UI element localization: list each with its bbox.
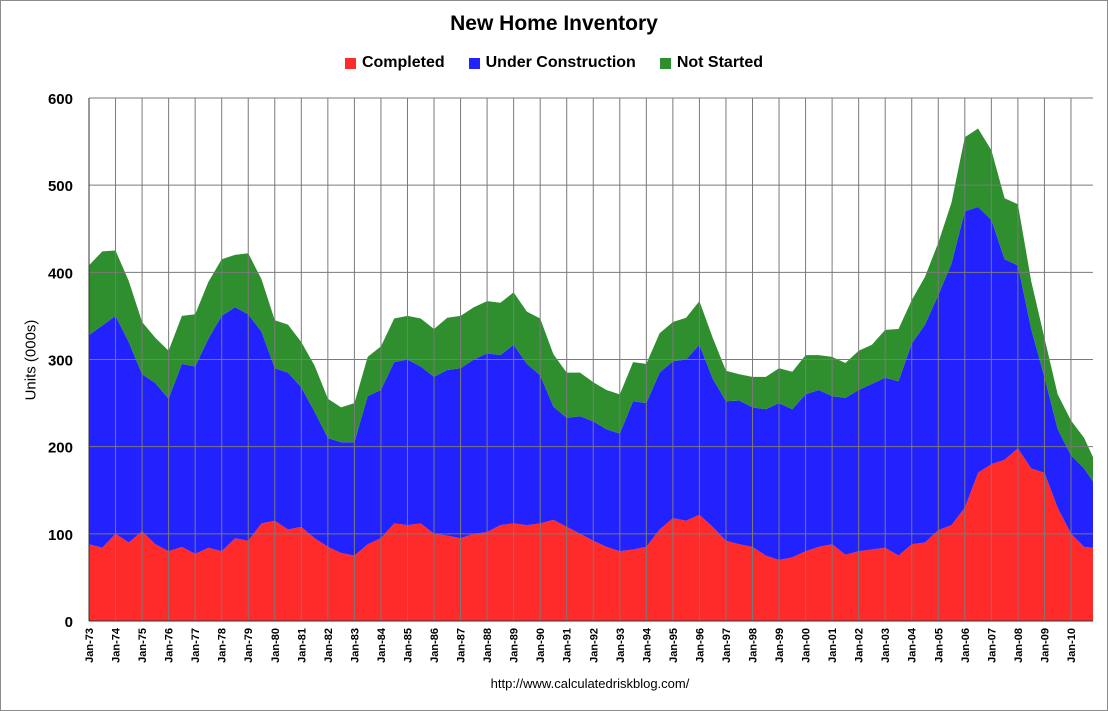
legend-swatch-not-started — [659, 57, 671, 69]
legend-label-not-started: Not Started — [676, 54, 764, 71]
x-tick-label: Jan-91 — [562, 628, 574, 663]
x-tick-label: Jan-83 — [349, 628, 361, 663]
legend-swatch-completed — [344, 57, 356, 69]
x-tick-label: Jan-01 — [827, 628, 839, 663]
legend-label-completed: Completed — [361, 54, 445, 71]
legend-label-under-construction: Under Construction — [485, 54, 636, 71]
x-tick-label: Jan-08 — [1013, 628, 1025, 663]
x-tick-label: Jan-78 — [217, 628, 229, 663]
x-tick-label: Jan-80 — [270, 628, 282, 663]
x-tick-label: Jan-96 — [694, 628, 706, 663]
x-tick-label: Jan-10 — [1066, 628, 1078, 663]
chart-title: New Home Inventory — [450, 12, 658, 35]
x-tick-label: Jan-87 — [456, 628, 468, 663]
x-tick-label: Jan-86 — [429, 628, 441, 663]
area-under-construction — [89, 207, 1093, 560]
x-tick-label: Jan-89 — [509, 628, 521, 663]
x-tick-label: Jan-99 — [774, 628, 786, 663]
x-tick-label: Jan-04 — [907, 627, 919, 663]
y-tick-label: 100 — [48, 527, 73, 544]
x-tick-label: Jan-75 — [137, 628, 149, 663]
x-tick-label: Jan-98 — [748, 628, 760, 663]
x-tick-label: Jan-93 — [615, 628, 627, 663]
legend-item-not-started: Not Started — [659, 54, 764, 72]
source-url: http://www.calculatedriskblog.com/ — [490, 676, 690, 691]
x-tick-label: Jan-81 — [296, 628, 308, 663]
x-tick-label: Jan-94 — [641, 627, 653, 663]
x-tick-label: Jan-90 — [535, 628, 547, 663]
y-tick-label: 200 — [48, 440, 73, 457]
legend: Completed Under Construction Not Started — [0, 54, 1108, 72]
x-tick-label: Jan-97 — [721, 628, 733, 663]
legend-item-under-construction: Under Construction — [468, 54, 636, 72]
x-tick-label: Jan-85 — [403, 628, 415, 663]
x-tick-label: Jan-84 — [376, 627, 388, 663]
y-tick-label: 300 — [48, 353, 73, 370]
x-tick-label: Jan-76 — [164, 628, 176, 663]
y-tick-label: 500 — [48, 178, 73, 195]
x-tick-label: Jan-74 — [111, 627, 123, 663]
x-tick-label: Jan-05 — [933, 628, 945, 663]
x-tick-label: Jan-95 — [668, 628, 680, 663]
legend-swatch-under-construction — [468, 57, 480, 69]
x-tick-label: Jan-03 — [880, 628, 892, 663]
x-tick-label: Jan-92 — [588, 628, 600, 663]
x-tick-label: Jan-73 — [84, 628, 96, 663]
y-tick-label: 600 — [48, 91, 73, 108]
x-tick-label: Jan-00 — [801, 628, 813, 663]
x-tick-label: Jan-79 — [243, 628, 255, 663]
y-tick-label: 0 — [65, 614, 73, 631]
x-tick-label: Jan-02 — [854, 628, 866, 663]
area-completed — [89, 448, 1093, 621]
x-tick-label: Jan-88 — [482, 628, 494, 663]
area-not-started — [89, 128, 1093, 482]
x-tick-label: Jan-07 — [986, 628, 998, 663]
x-tick-label: Jan-06 — [960, 628, 972, 663]
x-tick-label: Jan-82 — [323, 628, 335, 663]
x-tick-label: Jan-77 — [190, 628, 202, 663]
y-tick-label: 400 — [48, 265, 73, 282]
x-tick-label: Jan-09 — [1039, 628, 1051, 663]
legend-item-completed: Completed — [344, 54, 445, 72]
